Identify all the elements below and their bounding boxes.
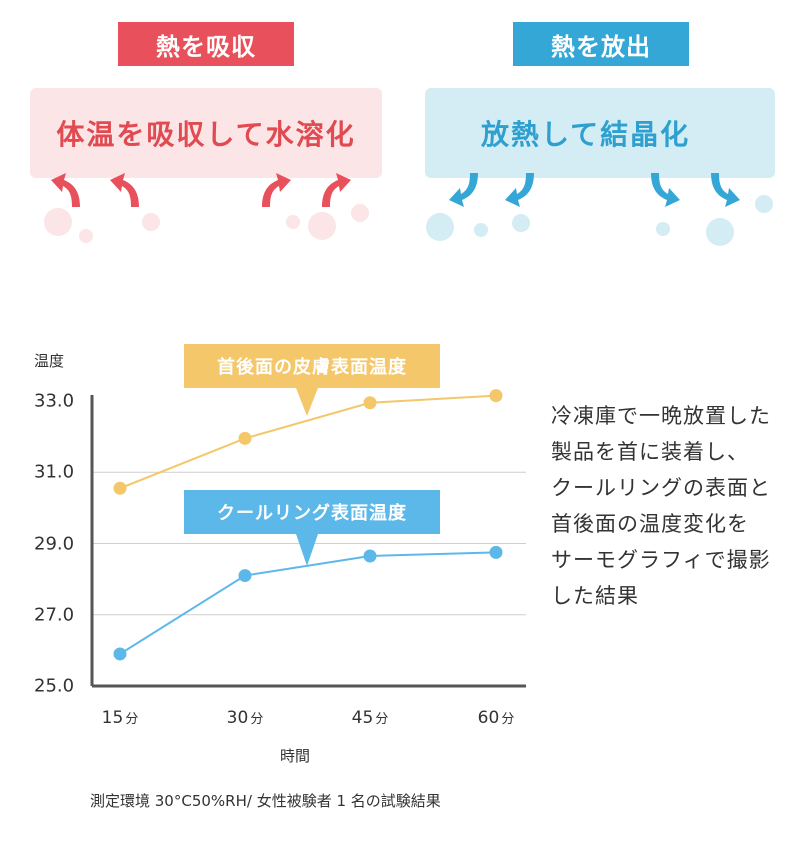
legend-cool-ring-temperature: クールリング表面温度	[184, 490, 440, 534]
release-bubbles	[426, 195, 773, 246]
x-tick-number: 30	[226, 708, 249, 728]
measurement-footnote: 測定環境 30°C50%RH/ 女性被験者 1 名の試験結果	[90, 792, 441, 810]
arrow-up-icon	[322, 173, 351, 207]
data-point-0-0	[113, 481, 127, 495]
legend-neck-skin-temperature: 首後面の皮膚表面温度	[184, 344, 440, 388]
x-tick-unit: 分	[125, 712, 139, 727]
series-line-1	[119, 551, 497, 655]
bubble	[308, 212, 336, 240]
bubble	[44, 208, 72, 236]
x-tick-label: 60 分	[478, 708, 515, 728]
y-tick-label: 33.0	[34, 390, 75, 412]
arrow-down-icons	[449, 173, 740, 207]
x-tick-unit: 分	[375, 712, 389, 727]
bubble	[351, 204, 369, 222]
x-tick-label: 45 分	[352, 708, 389, 728]
description-line: 製品を首に装着し、	[551, 440, 749, 464]
x-tick-number: 45	[351, 708, 374, 728]
description-line: 首後面の温度変化を	[551, 512, 749, 536]
description-line: クールリングの表面と	[551, 476, 771, 500]
data-point-1-1	[238, 569, 252, 583]
bubble	[656, 222, 670, 236]
description-line: した結果	[551, 584, 639, 608]
data-point-1-0	[113, 647, 127, 661]
y-tick-label: 27.0	[34, 604, 75, 626]
arrow-down-icon	[651, 173, 680, 207]
x-tick-number: 60	[477, 708, 500, 728]
absorb-bubbles	[44, 204, 369, 243]
bubble	[512, 214, 530, 232]
chart-series	[113, 389, 503, 661]
release-description-text: 放熱して結晶化	[481, 118, 691, 151]
release-heat-tag: 熱を放出	[513, 22, 689, 66]
y-tick-label: 29.0	[34, 533, 75, 554]
arrow-down-icon	[711, 173, 740, 207]
description-line: 冷凍庫で一晩放置した	[551, 404, 771, 428]
arrow-up-icons	[51, 173, 351, 207]
absorb-description-text: 体温を吸収して水溶化	[56, 118, 356, 151]
arrow-down-icon	[449, 173, 478, 207]
bubble	[474, 223, 488, 237]
description-line: サーモグラフィで撮影	[551, 548, 771, 572]
y-tick-label: 25.0	[34, 675, 75, 697]
data-point-1-2	[363, 549, 377, 563]
x-tick-unit: 分	[501, 712, 515, 727]
bubble	[706, 218, 734, 246]
experiment-description: 冷凍庫で一晩放置した 製品を首に装着し、 クールリングの表面と 首後面の温度変化…	[551, 398, 800, 614]
series-line-0	[119, 394, 497, 490]
arrow-up-icon	[110, 173, 139, 207]
x-axis-title: 時間	[280, 747, 311, 765]
arrow-up-icon	[51, 173, 80, 207]
bubble	[286, 215, 300, 229]
bubble	[755, 195, 773, 213]
legend-ring-pointer	[296, 534, 318, 566]
legend-neck-pointer	[296, 388, 318, 416]
absorb-heat-tag: 熱を吸収	[118, 22, 294, 66]
y-tick-label: 31.0	[34, 461, 75, 483]
data-point-0-1	[238, 431, 252, 445]
arrow-down-icon	[505, 173, 534, 207]
bubble	[142, 213, 160, 231]
release-description-panel: 放熱して結晶化	[425, 88, 775, 178]
x-tick-number: 15	[101, 708, 124, 728]
y-axis-title: 温度	[34, 352, 65, 370]
data-point-1-3	[489, 545, 503, 559]
bubble	[426, 213, 454, 241]
x-tick-label: 30 分	[227, 708, 264, 728]
x-tick-label: 15 分	[102, 708, 139, 728]
bubble	[79, 229, 93, 243]
arrow-up-icon	[262, 173, 291, 207]
absorb-description-panel: 体温を吸収して水溶化	[30, 88, 382, 178]
chart-axes	[90, 395, 526, 688]
data-point-0-2	[363, 396, 377, 410]
data-point-0-3	[489, 389, 503, 403]
x-tick-unit: 分	[250, 712, 264, 727]
